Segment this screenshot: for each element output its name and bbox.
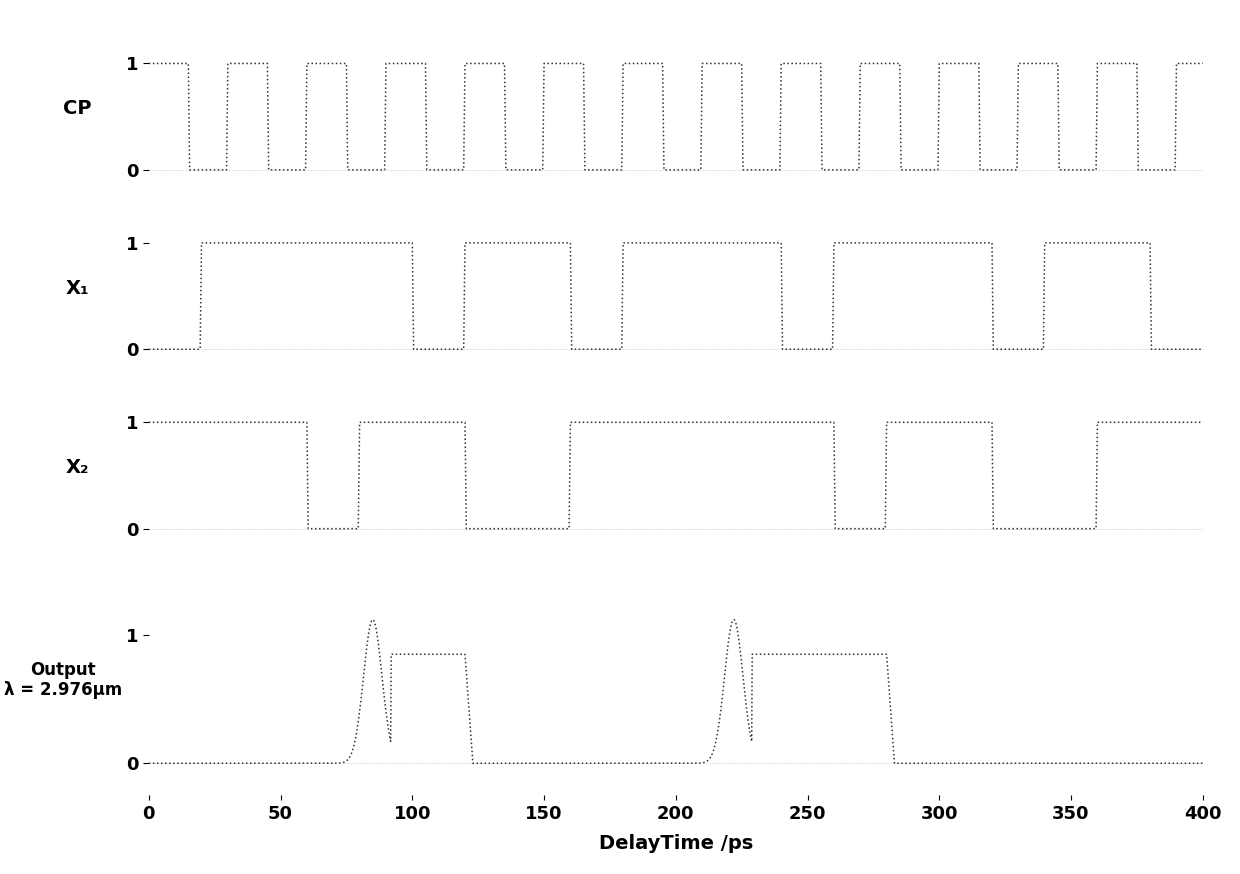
Y-axis label: X₁: X₁	[66, 279, 89, 297]
Y-axis label: X₂: X₂	[66, 458, 89, 477]
X-axis label: DelayTime /ps: DelayTime /ps	[599, 834, 753, 853]
Y-axis label: Output
λ = 2.976μm: Output λ = 2.976μm	[4, 661, 123, 699]
Y-axis label: CP: CP	[63, 99, 92, 118]
